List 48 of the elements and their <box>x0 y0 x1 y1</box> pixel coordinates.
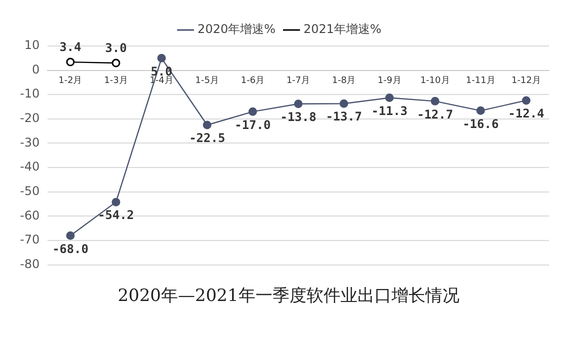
y-tick-label: 0 <box>32 62 40 76</box>
data-label: -11.3 <box>371 104 408 118</box>
data-label: -16.6 <box>462 116 499 131</box>
y-tick-label: -80 <box>20 256 40 271</box>
legend-label: 2021年增速% <box>304 22 382 36</box>
point <box>202 120 212 130</box>
x-tick-label: 1-8月 <box>332 76 356 86</box>
y-tick-label: -40 <box>20 160 40 174</box>
text: 2020年—2021年一季度软件业出口增长情况 <box>116 285 460 307</box>
x-tick-label: 1-2月 <box>58 76 82 86</box>
point <box>157 54 166 62</box>
y-tick-label: -50 <box>20 184 40 198</box>
data-label: -17.0 <box>234 118 271 132</box>
x-tick-label: 1-9月 <box>378 76 402 86</box>
point <box>522 96 530 105</box>
x-tick-label: 1-10月 <box>420 76 450 86</box>
data-label: -13.7 <box>326 110 362 124</box>
y-tick-label: -10 <box>20 86 40 101</box>
x-tick-label: 1-5月 <box>195 76 219 86</box>
point <box>66 231 75 240</box>
y-tick-label: -70 <box>20 232 40 247</box>
point <box>66 58 75 66</box>
point <box>248 107 257 116</box>
point <box>340 99 348 108</box>
x-tick-label: 1-3月 <box>104 76 128 86</box>
x-tick-label: 1-6月 <box>240 76 265 86</box>
point <box>112 58 120 68</box>
point <box>476 106 485 115</box>
data-label: -13.8 <box>280 110 316 124</box>
y-tick-label: 10 <box>24 38 40 52</box>
y-tick-label: -30 <box>20 135 40 150</box>
data-label: -68.0 <box>52 242 88 256</box>
y-tick-label: -60 <box>20 208 40 222</box>
data-label: 3.0 <box>105 41 127 56</box>
x-tick-label: 1-12月 <box>511 76 541 86</box>
point <box>112 198 120 206</box>
data-label: -12.4 <box>508 106 544 121</box>
x-tick-label: 1-7月 <box>286 76 310 86</box>
point <box>385 94 394 102</box>
y-tick-label: -20 <box>20 111 40 126</box>
data-label: -54.2 <box>98 208 134 222</box>
data-label: -12.7 <box>416 107 454 122</box>
legend-label: 2020年增速% <box>198 22 276 36</box>
data-label: 3.4 <box>60 40 82 54</box>
point <box>294 100 303 108</box>
point <box>430 96 440 106</box>
data-label: -22.5 <box>189 131 226 146</box>
x-tick-label: 1-11月 <box>466 76 496 86</box>
